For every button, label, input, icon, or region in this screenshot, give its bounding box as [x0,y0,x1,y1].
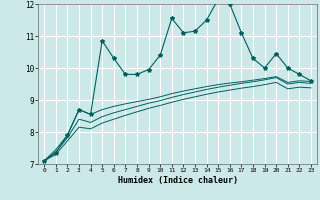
X-axis label: Humidex (Indice chaleur): Humidex (Indice chaleur) [118,176,238,185]
